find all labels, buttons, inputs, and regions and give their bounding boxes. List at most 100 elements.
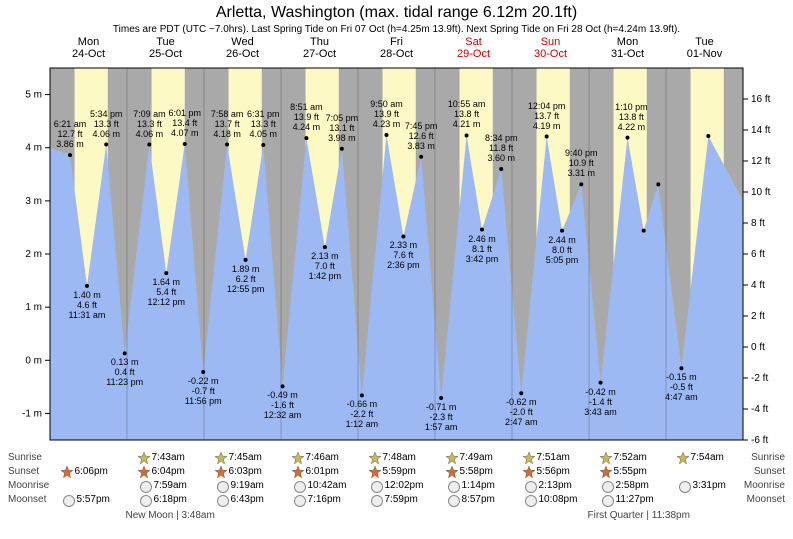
sunrise-icon: [677, 452, 689, 464]
tide-annotation: -0.71 m-2.3 ft1:57 am: [416, 402, 466, 432]
moonset-label: Moonset: [8, 494, 46, 505]
day-header: Thu27-Oct: [280, 36, 360, 60]
sunset-label-r: Sunset: [754, 466, 785, 477]
svg-text:2 m: 2 m: [25, 249, 42, 260]
tide-annotation: -0.15 m-0.5 ft4:47 am: [656, 372, 706, 402]
sunset-icon: [523, 466, 535, 478]
moonset-icon: [294, 495, 306, 507]
moonrise-icon: [448, 481, 460, 493]
tide-annotation: 1.40 m4.6 ft11:31 am: [62, 290, 112, 320]
moonset-time: 6:43pm: [231, 494, 264, 505]
moonrise-icon: [525, 481, 537, 493]
moonset-icon: [217, 495, 229, 507]
tide-annotation: -0.42 m-1.4 ft3:43 am: [576, 387, 626, 417]
moonrise-time: 12:02pm: [385, 480, 424, 491]
svg-text:10 ft: 10 ft: [751, 187, 771, 198]
tide-annotation: 2.33 m7.6 ft2:36 pm: [378, 240, 428, 270]
sunrise-time: 7:48am: [383, 452, 416, 463]
sunrise-time: 7:49am: [460, 452, 493, 463]
moonset-label-r: Moonset: [747, 494, 785, 505]
tide-annotation: -0.66 m-2.2 ft1:12 am: [337, 399, 387, 429]
sunset-icon: [446, 466, 458, 478]
moonrise-time: 2:58pm: [616, 480, 649, 491]
moonrise-time: 2:13pm: [539, 480, 572, 491]
moon-phase: New Moon | 3:48am: [126, 510, 215, 521]
day-header: Mon31-Oct: [588, 36, 668, 60]
moonset-time: 8:57pm: [462, 494, 495, 505]
sunrise-icon: [215, 452, 227, 464]
moonset-icon: [140, 495, 152, 507]
tide-annotation: 8:34 pm11.8 ft3.60 m: [476, 133, 526, 163]
sunrise-icon: [138, 452, 150, 464]
svg-text:14 ft: 14 ft: [751, 125, 771, 136]
sunset-icon: [292, 466, 304, 478]
moonrise-icon: [294, 481, 306, 493]
svg-text:-4 ft: -4 ft: [751, 404, 768, 415]
tide-annotation: 2.44 m8.0 ft5:05 pm: [537, 235, 587, 265]
sunrise-time: 7:54am: [691, 452, 724, 463]
svg-text:-1 m: -1 m: [22, 408, 42, 419]
moonrise-label: Moonrise: [8, 480, 49, 491]
day-header: Mon24-Oct: [49, 36, 129, 60]
moonrise-icon: [371, 481, 383, 493]
svg-text:0 m: 0 m: [25, 355, 42, 366]
sunset-icon: [369, 466, 381, 478]
tide-annotation: -0.62 m-2.0 ft2:47 am: [496, 397, 546, 427]
moonset-icon: [63, 495, 75, 507]
svg-text:2 ft: 2 ft: [751, 311, 765, 322]
day-header: Sat29-Oct: [434, 36, 514, 60]
tide-annotation: 12:04 pm13.7 ft4.19 m: [522, 101, 572, 131]
moonrise-label-r: Moonrise: [744, 480, 785, 491]
moonset-time: 6:18pm: [154, 494, 187, 505]
sunrise-time: 7:51am: [537, 452, 570, 463]
sunrise-icon: [446, 452, 458, 464]
moonrise-icon: [602, 481, 614, 493]
sunrise-time: 7:46am: [306, 452, 339, 463]
sunset-time: 5:59pm: [383, 466, 416, 477]
sunset-time: 6:03pm: [229, 466, 262, 477]
moonset-icon: [602, 495, 614, 507]
tide-annotation: 9:40 pm10.9 ft3.31 m: [556, 148, 606, 178]
sunrise-label-r: Sunrise: [751, 452, 785, 463]
sunset-time: 6:06pm: [75, 466, 108, 477]
tide-annotation: 7:05 pm13.1 ft3.98 m: [317, 113, 367, 143]
sunset-label: Sunset: [8, 466, 39, 477]
sunrise-time: 7:52am: [614, 452, 647, 463]
sunrise-label: Sunrise: [8, 452, 42, 463]
sunrise-icon: [369, 452, 381, 464]
sunset-icon: [61, 466, 73, 478]
moonset-time: 11:27pm: [616, 494, 654, 505]
moonrise-time: 7:59am: [154, 480, 187, 491]
sunset-time: 6:01pm: [306, 466, 339, 477]
sunset-icon: [600, 466, 612, 478]
moonset-icon: [371, 495, 383, 507]
moonset-time: 10:08pm: [539, 494, 578, 505]
sunset-icon: [215, 466, 227, 478]
svg-text:3 m: 3 m: [25, 196, 42, 207]
svg-text:12 ft: 12 ft: [751, 156, 771, 167]
svg-text:5 m: 5 m: [25, 90, 42, 101]
tide-annotation: 2.46 m8.1 ft3:42 pm: [457, 234, 507, 264]
day-header: Tue25-Oct: [126, 36, 206, 60]
sunrise-time: 7:43am: [152, 452, 185, 463]
svg-text:1 m: 1 m: [25, 302, 42, 313]
svg-text:-2 ft: -2 ft: [751, 373, 768, 384]
sunset-time: 5:56pm: [537, 466, 570, 477]
svg-text:4 ft: 4 ft: [751, 280, 765, 291]
sunset-time: 5:55pm: [614, 466, 647, 477]
svg-text:-6 ft: -6 ft: [751, 435, 768, 446]
moonset-time: 7:59pm: [385, 494, 418, 505]
day-header: Tue01-Nov: [665, 36, 745, 60]
moonrise-time: 1:14pm: [462, 480, 495, 491]
moonset-time: 5:57pm: [77, 494, 110, 505]
svg-text:0 ft: 0 ft: [751, 342, 765, 353]
sunrise-icon: [600, 452, 612, 464]
moonrise-icon: [679, 481, 691, 493]
tide-annotation: 1.89 m6.2 ft12:55 pm: [221, 264, 271, 294]
moonrise-time: 10:42am: [308, 480, 347, 491]
tide-annotation: -0.49 m-1.6 ft12:32 am: [258, 390, 308, 420]
tide-annotation: 2.13 m7.0 ft1:42 pm: [300, 251, 350, 281]
day-header: Sun30-Oct: [511, 36, 591, 60]
sunset-icon: [138, 466, 150, 478]
tide-annotation: 1.64 m5.4 ft12:12 pm: [141, 277, 191, 307]
